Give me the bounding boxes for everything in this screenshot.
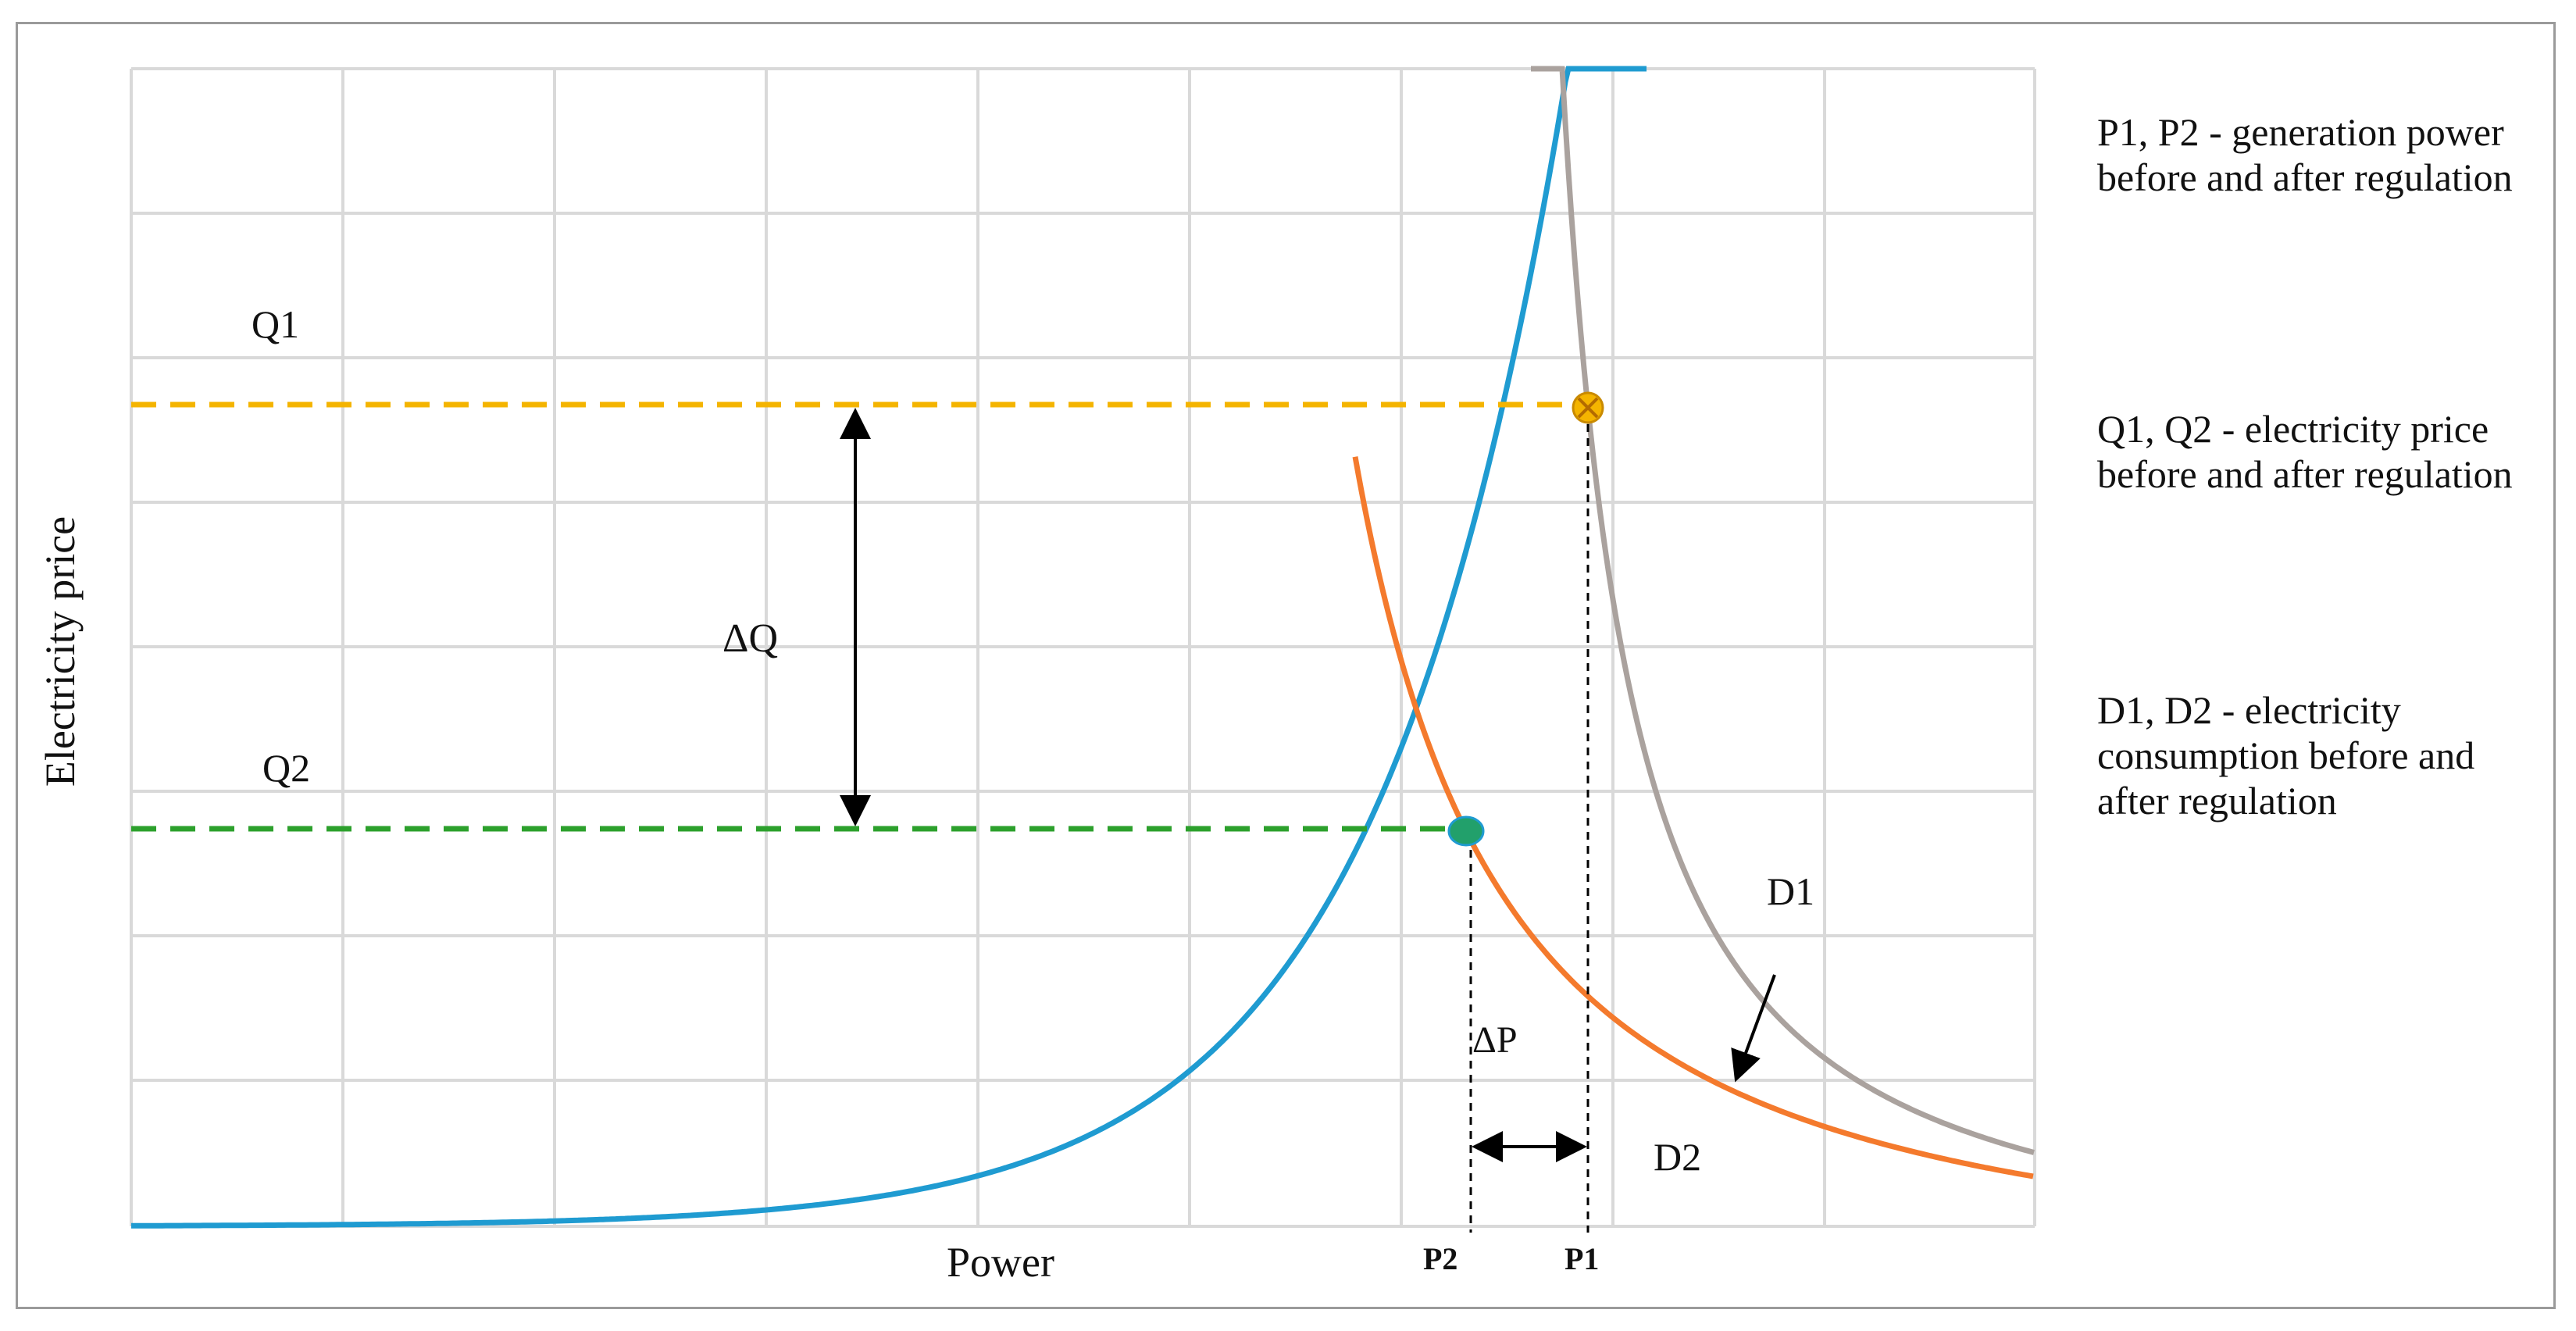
supply-curve — [131, 66, 1647, 1229]
delta-q-label: ΔQ — [722, 616, 778, 661]
q2-label: Q2 — [262, 746, 310, 790]
y-axis-label: Electricity price — [37, 516, 84, 787]
q1-label: Q1 — [252, 302, 299, 346]
figure-frame — [16, 22, 2556, 1309]
p1-tick-label: P1 — [1565, 1241, 1599, 1276]
legend-generation-power: P1, P2 - generation power before and aft… — [2097, 110, 2513, 199]
d2-label: D2 — [1654, 1135, 1701, 1179]
equilibrium-point-2 — [1447, 815, 1485, 847]
demand-shift-arrow — [1731, 974, 1776, 1083]
p2-tick-label: P2 — [1423, 1241, 1457, 1276]
delta-p-label: ΔP — [1472, 1019, 1518, 1061]
equilibrium-point-1 — [1572, 391, 1604, 424]
demand-curve-d1 — [1531, 66, 2035, 1155]
legend-electricity-price: Q1, Q2 - electricity price before and af… — [2097, 407, 2513, 496]
x-axis-label: Power — [947, 1239, 1054, 1286]
grid — [130, 67, 2036, 1228]
d1-label: D1 — [1767, 869, 1814, 913]
demand-curve-d2 — [1352, 456, 2034, 1179]
legend-electricity-consumption: D1, D2 - electricity consumption before … — [2097, 688, 2475, 823]
